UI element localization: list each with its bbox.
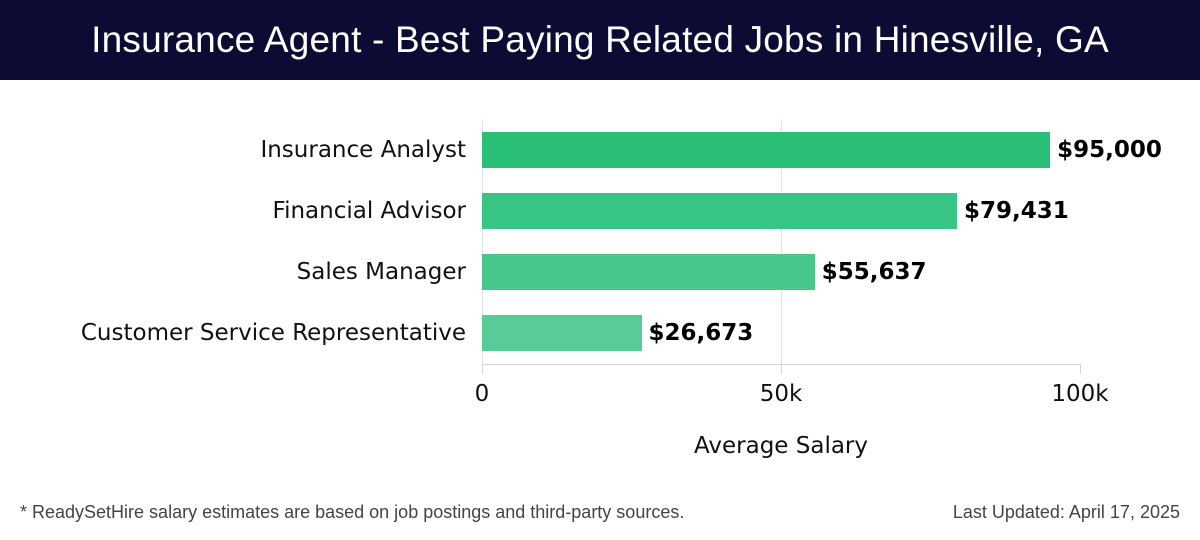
x-tick-label: 100k: [1051, 381, 1109, 407]
x-tick-label: 0: [474, 381, 490, 407]
value-label: $79,431: [963, 198, 1069, 224]
bar: [482, 132, 1051, 168]
x-axis-label: Average Salary: [693, 433, 869, 459]
gridline-0: [482, 119, 483, 374]
chart-title: Insurance Agent - Best Paying Related Jo…: [91, 19, 1109, 60]
x-tick-100k: [1080, 364, 1081, 374]
category-label: Insurance Analyst: [260, 137, 466, 163]
gridline-50k: [781, 119, 782, 374]
x-tick-label: 50k: [759, 381, 803, 407]
bar: [482, 315, 642, 351]
x-tick-0: [482, 364, 483, 374]
category-label: Sales Manager: [296, 259, 466, 285]
category-label: Financial Advisor: [272, 198, 466, 224]
chart-header: Insurance Agent - Best Paying Related Jo…: [0, 0, 1200, 80]
bar: [482, 254, 815, 290]
footnote: * ReadySetHire salary estimates are base…: [20, 502, 685, 522]
value-label: $55,637: [821, 259, 927, 285]
x-tick-50k: [781, 364, 782, 374]
last-updated: Last Updated: April 17, 2025: [952, 502, 1180, 522]
bar: [482, 193, 957, 229]
category-label: Customer Service Representative: [80, 320, 466, 346]
value-label: $95,000: [1057, 137, 1162, 163]
value-label: $26,673: [648, 320, 754, 346]
